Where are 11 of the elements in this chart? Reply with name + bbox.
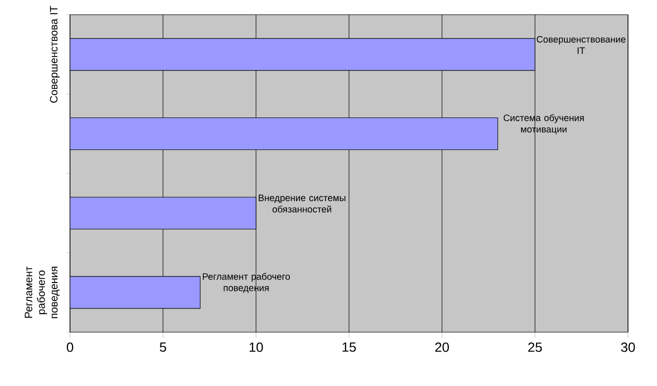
y-tick-label: Совершенствова IT: [50, 6, 60, 103]
x-tick-label: 30: [621, 342, 635, 352]
x-tick-label: 0: [66, 342, 74, 352]
annotation: Совершенствование IT: [536, 36, 626, 54]
annotation: Внедрение системы обязанностей: [258, 194, 346, 212]
annotation: Регламент рабочего поведения: [202, 272, 290, 293]
x-tick-label: 5: [160, 342, 166, 352]
x-tick-label: 20: [435, 342, 449, 352]
x-tick-label: 10: [250, 342, 263, 352]
x-tick-label: 25: [528, 342, 542, 352]
x-tick-label: 15: [342, 342, 356, 352]
